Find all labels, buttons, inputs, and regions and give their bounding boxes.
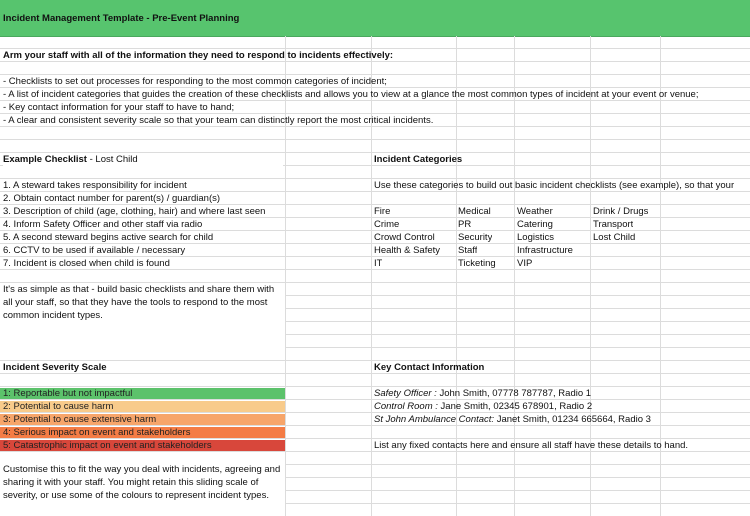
contact-row: St John Ambulance Contact: Janet Smith, … bbox=[374, 413, 651, 426]
grid-line bbox=[285, 36, 286, 516]
contact-row: Safety Officer : John Smith, 07778 78778… bbox=[374, 387, 591, 400]
category-cell: VIP bbox=[517, 258, 533, 269]
grid-line bbox=[590, 36, 591, 516]
categories-heading: Incident Categories bbox=[374, 154, 463, 165]
category-cell: Medical bbox=[458, 206, 491, 217]
contact-role: Safety Officer : bbox=[374, 388, 437, 399]
category-cell: Crime bbox=[374, 219, 400, 230]
title: Incident Management Template - Pre-Event… bbox=[3, 13, 240, 24]
checklist-step: 7. Incident is closed when child is foun… bbox=[3, 258, 170, 269]
category-cell: Health & Safety bbox=[374, 245, 441, 256]
category-cell: Infrastructure bbox=[517, 245, 573, 256]
checklist-step: 5. A second steward begins active search… bbox=[3, 232, 214, 243]
checklist-step: 4. Inform Safety Officer and other staff… bbox=[3, 219, 203, 230]
contact-details: Jane Smith, 02345 678901, Radio 2 bbox=[440, 401, 593, 412]
severity-note: Customise this to fit the way you deal w… bbox=[0, 463, 285, 516]
contact-details: John Smith, 07778 787787, Radio 1 bbox=[439, 388, 592, 399]
categories-description: Use these categories to build out basic … bbox=[374, 180, 735, 191]
contacts-heading: Key Contact Information bbox=[374, 362, 485, 373]
checklist-heading-bold: Example Checklist bbox=[3, 154, 87, 165]
severity-level: 4: Serious impact on event and stakehold… bbox=[0, 427, 285, 439]
intro-heading: Arm your staff with all of the informati… bbox=[3, 50, 394, 61]
category-cell: Crowd Control bbox=[374, 232, 435, 243]
checklist-note: It's as simple as that - build basic che… bbox=[0, 283, 285, 348]
contact-row: Control Room : Jane Smith, 02345 678901,… bbox=[374, 400, 592, 413]
checklist-step: 3. Description of child (age, clothing, … bbox=[3, 206, 266, 217]
category-cell: Ticketing bbox=[458, 258, 496, 269]
category-cell: Transport bbox=[593, 219, 634, 230]
contact-role: Control Room : bbox=[374, 401, 438, 412]
severity-level: 1: Reportable but not impactful bbox=[0, 388, 285, 400]
intro-bullet: - Key contact information for your staff… bbox=[3, 102, 235, 113]
contacts-note: List any fixed contacts here and ensure … bbox=[374, 440, 689, 451]
grid-line bbox=[456, 36, 457, 516]
category-cell: Catering bbox=[517, 219, 553, 230]
intro-bullet: - A clear and consistent severity scale … bbox=[3, 115, 434, 126]
header-band bbox=[0, 0, 750, 37]
severity-level: 3: Potential to cause extensive harm bbox=[0, 414, 285, 426]
checklist-heading: Example Checklist - Lost Child bbox=[3, 153, 283, 166]
category-cell: Security bbox=[458, 232, 493, 243]
intro-bullet: - Checklists to set out processes for re… bbox=[3, 76, 387, 87]
category-cell: PR bbox=[458, 219, 472, 230]
category-cell: Lost Child bbox=[593, 232, 636, 243]
checklist-step: 2. Obtain contact number for parent(s) /… bbox=[3, 193, 221, 204]
severity-heading: Incident Severity Scale bbox=[3, 362, 107, 373]
grid-line bbox=[371, 36, 372, 516]
category-cell: Drink / Drugs bbox=[593, 206, 649, 217]
intro-bullet: - A list of incident categories that gui… bbox=[3, 89, 699, 100]
contact-details: Janet Smith, 01234 665664, Radio 3 bbox=[496, 414, 651, 425]
category-cell: Logistics bbox=[517, 232, 554, 243]
grid-line bbox=[660, 36, 661, 516]
checklist-step: 6. CCTV to be used if available / necess… bbox=[3, 245, 186, 256]
category-cell: Weather bbox=[517, 206, 553, 217]
category-cell: IT bbox=[374, 258, 383, 269]
checklist-step: 1. A steward takes responsibility for in… bbox=[3, 180, 187, 191]
category-cell: Fire bbox=[374, 206, 391, 217]
severity-level: 2: Potential to cause harm bbox=[0, 401, 285, 413]
category-cell: Staff bbox=[458, 245, 478, 256]
contact-role: St John Ambulance Contact: bbox=[374, 414, 495, 425]
checklist-subheading: - Lost Child bbox=[89, 154, 138, 165]
severity-level: 5: Catastrophic impact on event and stak… bbox=[0, 440, 285, 452]
grid-line bbox=[514, 36, 515, 516]
